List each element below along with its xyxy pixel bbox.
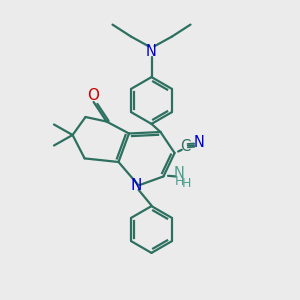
Text: N: N — [146, 44, 157, 59]
Text: C: C — [180, 139, 190, 154]
Text: N: N — [194, 135, 205, 150]
Text: N: N — [174, 166, 185, 181]
Text: H: H — [175, 175, 184, 188]
Text: H: H — [182, 177, 191, 190]
Text: O: O — [88, 88, 100, 103]
Text: N: N — [130, 178, 142, 194]
